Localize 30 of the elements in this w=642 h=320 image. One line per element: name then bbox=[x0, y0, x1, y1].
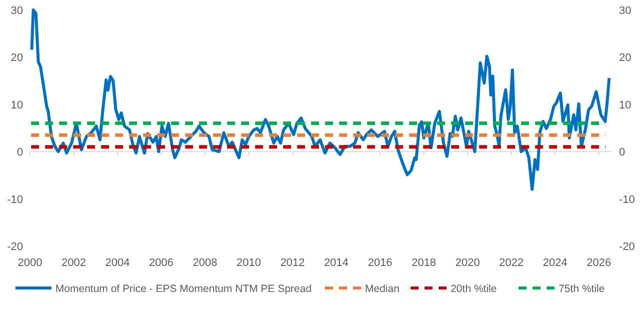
x-tick-label: 2012 bbox=[280, 257, 305, 269]
legend-label: Median bbox=[365, 283, 400, 295]
x-tick-label: 2024 bbox=[542, 257, 568, 269]
y-tick-label: 20 bbox=[10, 52, 23, 64]
y2-tick-label: 20 bbox=[619, 52, 632, 64]
x-tick-label: 2026 bbox=[586, 257, 612, 269]
y2-tick-label: 30 bbox=[619, 5, 632, 17]
y-tick-label: 30 bbox=[10, 5, 23, 17]
y-tick-label: 10 bbox=[10, 99, 23, 112]
y-tick-label: -10 bbox=[7, 194, 23, 206]
x-tick-label: 2010 bbox=[236, 257, 262, 269]
x-tick-label: 2014 bbox=[324, 257, 349, 269]
x-tick-label: 2020 bbox=[455, 257, 480, 269]
x-tick-label: 2022 bbox=[499, 257, 524, 269]
x-tick-label: 2018 bbox=[412, 257, 436, 269]
legend-label: 75th %tile bbox=[558, 283, 605, 295]
x-tick-label: 2004 bbox=[105, 257, 130, 269]
y-tick-label: 0 bbox=[16, 146, 23, 159]
y2-tick-label: 0 bbox=[619, 146, 626, 159]
x-tick-label: 2016 bbox=[368, 257, 392, 269]
legend-label: 20th %tile bbox=[450, 283, 497, 295]
y2-tick-label: -20 bbox=[619, 241, 635, 253]
x-tick-label: 2000 bbox=[18, 257, 42, 269]
y-tick-label: -20 bbox=[7, 241, 23, 253]
x-tick-label: 2008 bbox=[192, 257, 218, 269]
legend-label: Momentum of Price - EPS Momentum NTM PE Spread bbox=[55, 283, 312, 295]
x-tick-label: 2006 bbox=[149, 257, 174, 269]
y2-tick-label: 10 bbox=[619, 99, 632, 112]
x-tick-label: 2002 bbox=[62, 257, 86, 269]
y2-tick-label: -10 bbox=[619, 194, 635, 206]
